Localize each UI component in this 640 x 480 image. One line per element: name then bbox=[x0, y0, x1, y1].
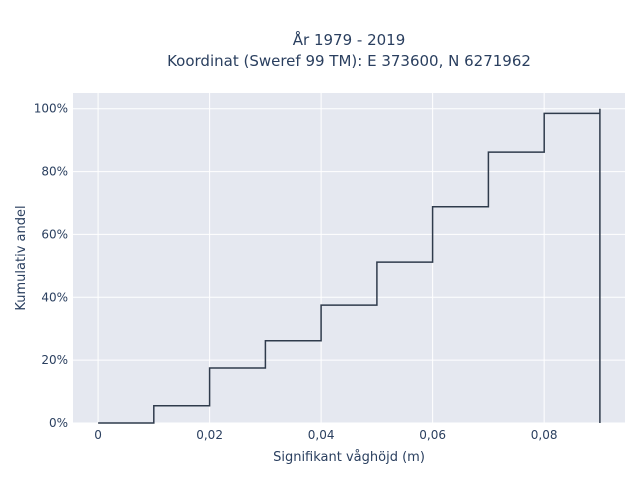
y-tick-label: 80% bbox=[41, 165, 68, 179]
chart-title-line-1: År 1979 - 2019 bbox=[293, 30, 406, 49]
y-tick-label: 20% bbox=[41, 353, 68, 367]
x-axis-ticks: 0 0,02 0,04 0,06 0,08 bbox=[94, 428, 557, 442]
y-axis-label: Kumulativ andel bbox=[14, 205, 29, 310]
x-tick-label: 0 bbox=[94, 428, 102, 442]
x-tick-label: 0,06 bbox=[419, 428, 446, 442]
y-tick-label: 60% bbox=[41, 227, 68, 241]
chart-title-line-2: Koordinat (Sweref 99 TM): E 373600, N 62… bbox=[167, 52, 531, 70]
x-axis-label: Signifikant våghöjd (m) bbox=[273, 450, 425, 465]
x-tick-label: 0,04 bbox=[308, 428, 335, 442]
x-tick-label: 0,08 bbox=[531, 428, 558, 442]
y-tick-label: 0% bbox=[49, 416, 68, 430]
x-tick-label: 0,02 bbox=[196, 428, 223, 442]
series-group bbox=[98, 108, 601, 424]
plot-area bbox=[73, 93, 625, 423]
y-tick-label: 40% bbox=[41, 290, 68, 304]
y-axis-ticks: 0% 20% 40% 60% 80% 100% bbox=[34, 102, 68, 430]
gridlines bbox=[73, 93, 625, 424]
y-tick-label: 100% bbox=[34, 102, 68, 116]
series-line bbox=[98, 108, 601, 424]
